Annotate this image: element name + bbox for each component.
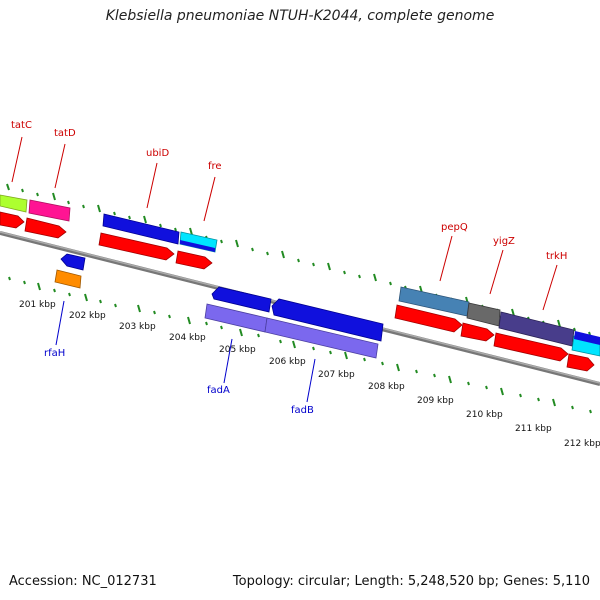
gene-label-trkH: trkH [546,251,567,262]
forward-gene-track [0,194,600,357]
cds-arrow[interactable] [460,322,495,342]
accession-text: Accession: NC_012731 [9,574,157,589]
cds-arrow[interactable] [24,217,67,239]
gene-label-tatC: tatC [11,120,32,131]
fadB-cds-arrow[interactable] [271,298,384,342]
kbp-label: 205 kbp [219,345,256,355]
cds-arrow[interactable] [566,353,595,372]
kbp-label: 206 kbp [269,357,306,367]
gene-label-fre: fre [208,161,222,172]
fre-gene-inner [180,240,215,252]
blue-gene-edge[interactable] [574,331,600,345]
tatC-gene[interactable] [0,194,28,213]
cds-arrow[interactable] [394,304,463,333]
gene-label-pepQ: pepQ [441,222,468,233]
ubiD-gene[interactable] [102,213,180,245]
cds-arrow[interactable] [0,211,25,229]
kbp-label: 204 kbp [169,333,206,343]
yigZ-gene[interactable] [466,302,501,327]
kbp-label: 203 kbp [119,322,156,332]
cds-arrow[interactable] [98,232,175,261]
kbp-label: 208 kbp [368,382,405,392]
genome-summary-text: Topology: circular; Length: 5,248,520 bp… [232,574,590,589]
cds-arrow[interactable] [175,250,213,270]
rfaH-cds-arrow[interactable] [60,253,86,271]
reverse-gene-track [54,253,384,359]
forward-cds-track [0,211,595,372]
tatD-gene[interactable] [28,199,71,222]
kbp-label: 201 kbp [19,300,56,310]
forward-gene-labels [11,136,558,311]
fadA-cds-arrow[interactable] [211,286,272,313]
gene-label-fadA: fadA [207,385,230,396]
rfaH-gene[interactable] [54,269,82,289]
map-title: Klebsiella pneumoniae NTUH-K2044, comple… [105,8,495,24]
kbp-label: 207 kbp [318,370,355,380]
gene-label-ubiD: ubiD [146,148,169,159]
cds-arrow[interactable] [493,332,569,362]
reverse-gene-labels [55,300,316,403]
gene-label-rfaH: rfaH [44,348,65,359]
kbp-label: 211 kbp [515,424,552,434]
kbp-label: 202 kbp [69,311,106,321]
kbp-label: 209 kbp [417,396,454,406]
forward-tick-row [6,183,591,336]
reverse-tick-row [8,276,592,414]
trkH-gene[interactable] [498,311,575,347]
kbp-label: 212 kbp [564,439,600,449]
gene-label-tatD: tatD [54,128,76,139]
kbp-scale: 201 kbp 202 kbp 203 kbp 204 kbp 205 kbp … [19,300,600,449]
gene-label-fadB: fadB [291,405,314,416]
fadB-gene[interactable] [264,317,379,359]
gene-label-yigZ: yigZ [493,236,515,247]
kbp-label: 210 kbp [466,410,503,420]
